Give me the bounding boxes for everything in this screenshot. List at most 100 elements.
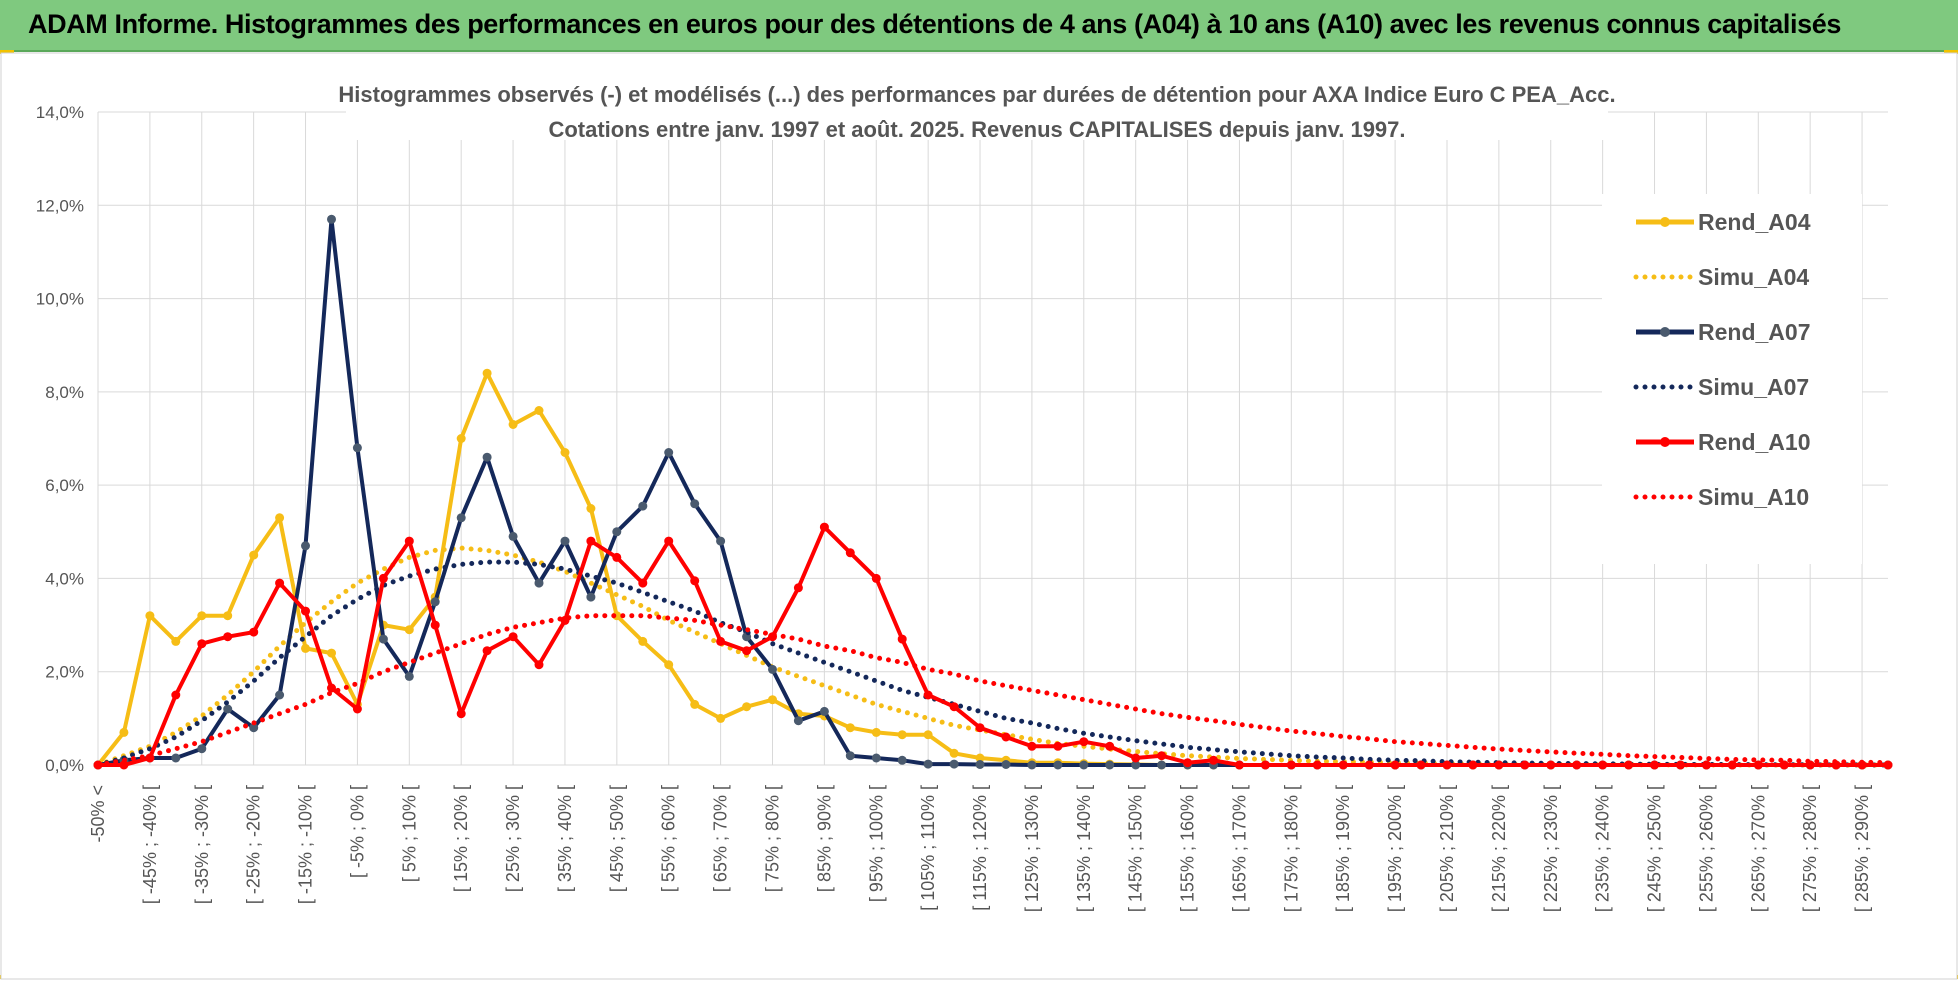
data-point	[923, 730, 933, 740]
legend-item-rend-a07: Rend_A07	[1636, 319, 1810, 345]
data-point	[1442, 760, 1452, 770]
x-tick-label: [ 115% ; 120% [	[970, 785, 990, 911]
data-point	[1312, 760, 1322, 770]
data-point	[508, 632, 518, 642]
data-point	[923, 690, 933, 700]
x-tick-label: [ 215% ; 220% [	[1489, 785, 1509, 912]
data-point	[1234, 760, 1244, 770]
data-point	[690, 699, 700, 709]
data-point	[249, 550, 259, 560]
data-point	[327, 214, 336, 224]
y-tick-label: 12,0%	[36, 196, 84, 215]
data-point	[1286, 760, 1296, 770]
x-tick-label: [ 5% ; 10% [	[399, 785, 419, 882]
data-point	[1494, 760, 1504, 770]
x-tick-label: [ -25% ; -20% [	[244, 785, 264, 904]
y-tick-label: 14,0%	[36, 103, 84, 122]
series-line	[98, 525, 1888, 767]
data-point	[145, 611, 155, 621]
x-tick-label: [ 235% ; 240% [	[1593, 785, 1613, 912]
data-point	[275, 690, 285, 700]
legend-label: Rend_A04	[1698, 209, 1811, 235]
x-tick-label: [ 265% ; 270% [	[1748, 785, 1768, 912]
data-point	[534, 660, 544, 670]
data-point	[845, 723, 855, 733]
data-point	[275, 578, 285, 588]
header-banner: ADAM Informe. Histogrammes des performan…	[0, 0, 1958, 52]
data-point	[1650, 760, 1659, 770]
y-tick-label: 6,0%	[45, 476, 84, 495]
x-tick-label: [ -5% ; 0% [	[347, 785, 367, 878]
data-point	[508, 420, 518, 429]
data-point	[586, 536, 596, 546]
data-point	[171, 636, 181, 646]
data-point	[301, 606, 310, 616]
data-point	[171, 690, 181, 700]
data-point	[275, 513, 285, 523]
x-tick-label: [ 75% ; 80% [	[762, 785, 782, 892]
data-point	[1157, 760, 1167, 770]
data-point	[197, 744, 207, 754]
corner-mark-top-left	[0, 50, 14, 54]
data-point	[534, 578, 544, 588]
data-point	[768, 664, 777, 674]
data-point	[871, 727, 881, 737]
data-point	[690, 499, 700, 509]
data-point	[897, 634, 907, 644]
data-point	[404, 671, 414, 681]
x-tick-label: [ 205% ; 210% [	[1437, 785, 1457, 912]
legend-label: Rend_A10	[1698, 429, 1810, 455]
legend-item-simu-a10: Simu_A10	[1633, 484, 1809, 510]
data-point	[1390, 760, 1400, 770]
data-point	[1572, 760, 1582, 770]
data-point	[378, 634, 388, 644]
data-point	[768, 695, 777, 705]
data-point	[664, 448, 674, 457]
series-line	[95, 613, 1891, 768]
data-point	[1001, 732, 1011, 742]
legend-label: Simu_A10	[1698, 484, 1809, 510]
data-point	[1779, 760, 1789, 770]
data-point	[1468, 760, 1478, 770]
data-point	[1027, 760, 1037, 770]
data-point	[327, 648, 336, 658]
x-tick-label: [ 195% ; 200% [	[1385, 785, 1405, 912]
data-point	[456, 709, 466, 719]
x-tick-label: [ -15% ; -10% [	[296, 785, 316, 904]
data-point	[560, 536, 570, 546]
x-tick-label: [ 55% ; 60% [	[659, 785, 679, 892]
data-point	[845, 751, 855, 761]
chart-title-line-1: Histogrammes observés (-) et modélisés (…	[338, 82, 1615, 107]
x-tick-label: [ 185% ; 190% [	[1333, 785, 1353, 912]
y-tick-label: 10,0%	[36, 290, 84, 309]
data-point	[1883, 760, 1893, 770]
series-rend-a10	[93, 522, 1893, 770]
data-point	[1338, 760, 1348, 770]
x-tick-label: [ -45% ; -40% [	[140, 785, 160, 904]
data-point	[716, 636, 726, 646]
data-point	[327, 683, 336, 693]
data-point	[1053, 741, 1063, 751]
data-point	[1105, 741, 1115, 751]
data-point	[975, 723, 985, 733]
data-point	[664, 536, 674, 546]
data-point	[1260, 760, 1270, 770]
x-tick-label: [ 135% ; 140% [	[1074, 785, 1094, 912]
data-point	[664, 660, 674, 670]
legend-label: Simu_A04	[1698, 264, 1809, 290]
legend-label: Rend_A07	[1698, 319, 1810, 345]
y-tick-label: 2,0%	[45, 663, 84, 682]
data-point	[1027, 741, 1037, 751]
data-point	[638, 636, 648, 646]
chart-svg: 0,0% 2,0% 4,0% 6,0% 8,0% 10,0% 12,0% 14,0% -50%…	[0, 52, 1958, 980]
data-point	[223, 704, 233, 714]
y-tick-label: 0,0%	[45, 756, 84, 775]
data-point	[638, 501, 648, 511]
data-point	[1753, 760, 1763, 770]
legend-marker	[1660, 217, 1670, 227]
data-point	[1624, 760, 1634, 770]
data-point	[223, 632, 233, 642]
data-point	[949, 759, 959, 769]
data-point	[404, 536, 414, 546]
x-tick-label: [ 165% ; 170% [	[1229, 785, 1249, 912]
